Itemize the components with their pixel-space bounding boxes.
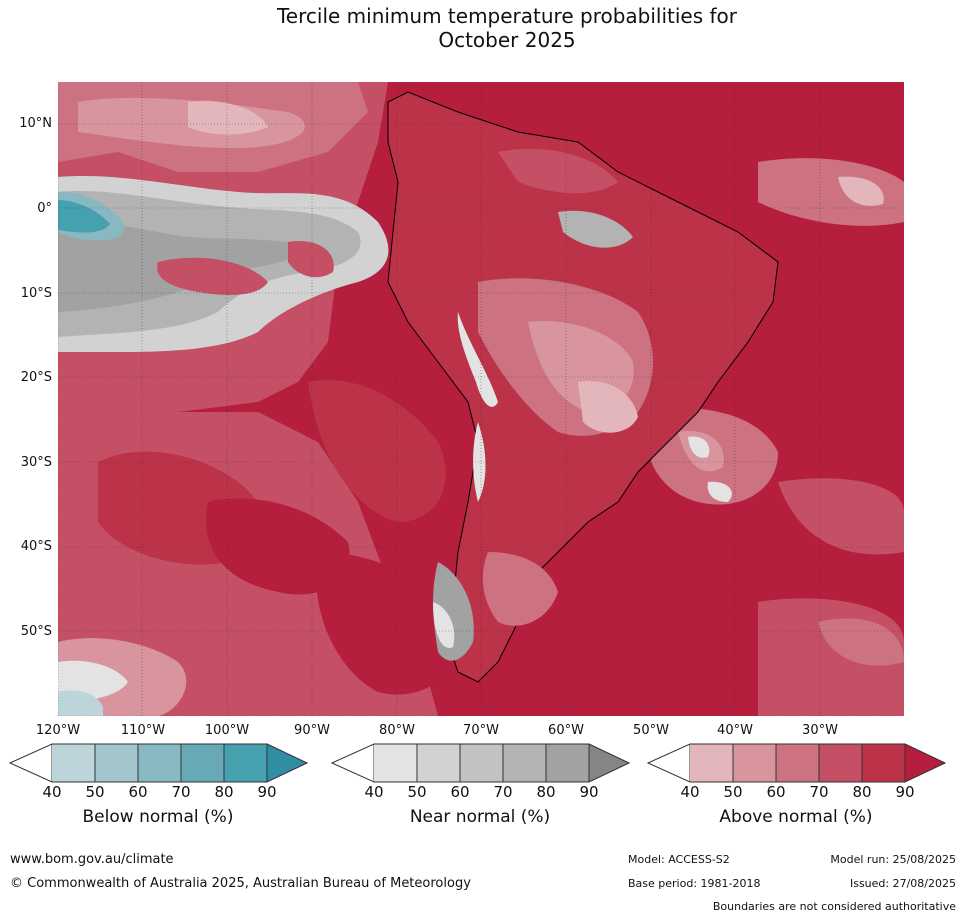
legend-near-tick-60: 60: [450, 783, 470, 801]
footer-model-run: Model run: 25/08/2025: [830, 853, 956, 866]
legend-near-tick-70: 70: [493, 783, 513, 801]
colorbar-below: [8, 743, 308, 783]
legend-above-tick-40: 40: [680, 783, 700, 801]
legend-above-normal: 40 50 60 70 80 90 Above normal (%): [646, 743, 946, 843]
lon-label-120w: 120°W: [35, 723, 81, 738]
footer-issued: Issued: 27/08/2025: [849, 877, 956, 890]
lon-label-80w: 80°W: [379, 723, 415, 738]
lat-label-50s: 50°S: [20, 624, 52, 639]
lon-label-110w: 110°W: [120, 723, 166, 738]
map-title: Tercile minimum temperature probabilitie…: [200, 4, 814, 52]
legend-above-tick-70: 70: [809, 783, 829, 801]
lat-label-30s: 30°S: [20, 455, 52, 470]
footer-base-period: Base period: 1981-2018: [628, 877, 761, 890]
footer-model: Model: ACCESS-S2: [628, 853, 730, 866]
map-canvas: [58, 82, 904, 716]
legend-below-tick-50: 50: [85, 783, 105, 801]
lat-label-0: 0°: [37, 201, 52, 216]
legend-near-tick-90: 90: [579, 783, 599, 801]
lat-label-20s: 20°S: [20, 370, 52, 385]
lon-label-40w: 40°W: [717, 723, 753, 738]
legend-near-title: Near normal (%): [409, 807, 551, 827]
legend-below-tick-70: 70: [171, 783, 191, 801]
legend-above-tick-90: 90: [895, 783, 915, 801]
title-line-1: Tercile minimum temperature probabilitie…: [276, 4, 738, 28]
legend-below-normal: 40 50 60 70 80 90 Below normal (%): [8, 743, 308, 843]
lon-label-50w: 50°W: [633, 723, 669, 738]
legend-above-tick-80: 80: [852, 783, 872, 801]
legend-above-tick-60: 60: [766, 783, 786, 801]
footer-website: www.bom.gov.au/climate: [10, 852, 174, 867]
lon-label-90w: 90°W: [294, 723, 330, 738]
legend-below-tick-90: 90: [257, 783, 277, 801]
lon-label-30w: 30°W: [802, 723, 838, 738]
legend-above-tick-50: 50: [723, 783, 743, 801]
legend-below-tick-40: 40: [42, 783, 62, 801]
colorbar-above: [646, 743, 946, 783]
probability-map: [58, 82, 904, 716]
title-line-2: October 2025: [438, 28, 576, 52]
lat-label-10s: 10°S: [20, 286, 52, 301]
legend-near-tick-50: 50: [407, 783, 427, 801]
lon-label-60w: 60°W: [548, 723, 584, 738]
legend-near-tick-40: 40: [364, 783, 384, 801]
legend-below-title: Below normal (%): [82, 807, 234, 827]
footer-disclaimer: Boundaries are not considered authoritat…: [712, 900, 956, 913]
legend-below-tick-60: 60: [128, 783, 148, 801]
lat-label-40s: 40°S: [20, 539, 52, 554]
lon-label-70w: 70°W: [463, 723, 499, 738]
footer-copyright: © Commonwealth of Australia 2025, Austra…: [10, 876, 471, 891]
colorbar-near: [330, 743, 630, 783]
lon-label-100w: 100°W: [204, 723, 250, 738]
legend-near-tick-80: 80: [536, 783, 556, 801]
legend-near-normal: 40 50 60 70 80 90 Near normal (%): [330, 743, 630, 843]
legend-below-tick-80: 80: [214, 783, 234, 801]
lat-label-10n: 10°N: [19, 116, 52, 131]
legend-above-title: Above normal (%): [719, 807, 873, 827]
